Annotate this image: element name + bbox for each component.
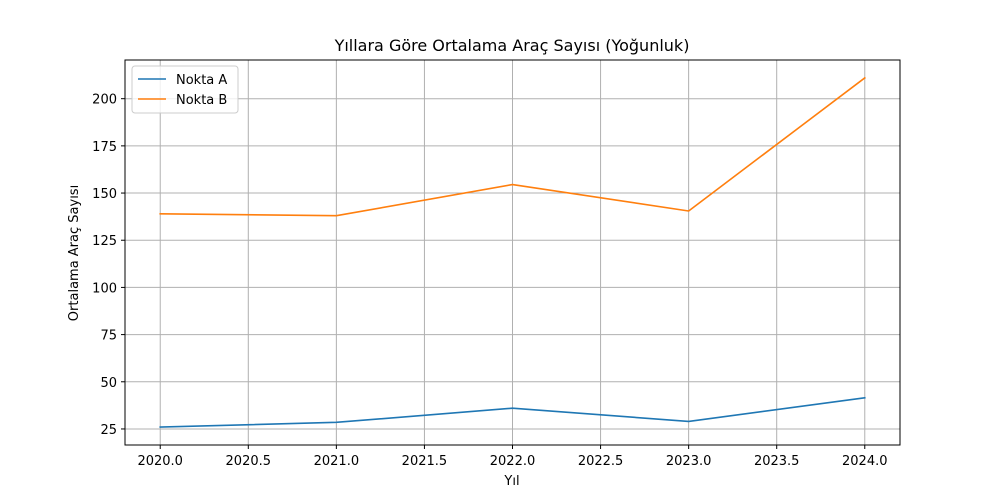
y-tick-label: 175 — [92, 140, 117, 155]
x-tick-label: 2020.5 — [226, 454, 272, 469]
y-axis-label: Ortalama Araç Sayısı — [67, 185, 82, 321]
x-tick-label: 2022.0 — [490, 454, 536, 469]
x-tick-label: 2020.0 — [137, 454, 183, 469]
x-tick-label: 2021.0 — [314, 454, 360, 469]
series-lines — [159, 76, 866, 428]
legend-label-nokta-a: Nokta A — [176, 73, 227, 88]
legend: Nokta A Nokta B — [131, 65, 239, 114]
x-tick-label: 2023.5 — [754, 454, 800, 469]
x-tick-label: 2021.5 — [402, 454, 448, 469]
y-tick-label: 25 — [100, 423, 117, 438]
series-line-nokta-b — [159, 76, 866, 217]
y-tick-label: 125 — [92, 234, 117, 249]
grid — [125, 60, 900, 445]
legend-label-nokta-b: Nokta B — [176, 93, 227, 108]
series-line-nokta-a — [159, 396, 866, 428]
x-tick-label: 2024.0 — [842, 454, 888, 469]
x-axis-ticks: 2020.0 2020.5 2021.0 2021.5 2022.0 2022.5 2023… — [137, 445, 888, 469]
y-tick-label: 200 — [92, 93, 117, 108]
y-tick-label: 100 — [92, 281, 117, 296]
legend-frame — [131, 65, 239, 114]
y-tick-label: 75 — [100, 329, 117, 344]
x-tick-label: 2022.5 — [578, 454, 624, 469]
x-axis-label: Yıl — [503, 474, 519, 489]
chart-title: Yıllara Göre Ortalama Araç Sayısı (Yoğun… — [334, 36, 690, 55]
y-axis-ticks: 25 50 75 100 125 150 175 200 — [92, 93, 125, 438]
x-tick-label: 2023.0 — [666, 454, 712, 469]
y-tick-label: 50 — [100, 376, 117, 391]
y-tick-label: 150 — [92, 187, 117, 202]
